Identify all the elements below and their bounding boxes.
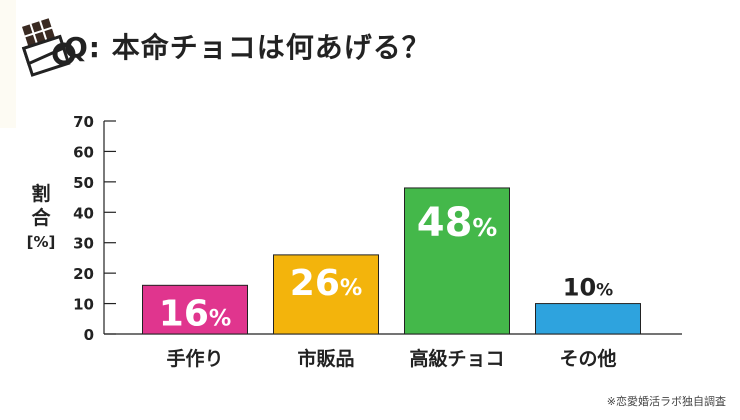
y-tick-label: 50: [73, 174, 94, 192]
bar-value-label: 26%: [290, 263, 362, 304]
x-category-label: 高級チョコ: [409, 347, 504, 370]
chart-title: Q: 本命チョコは何あげる？: [64, 31, 431, 64]
bar-value-label: 10%: [563, 274, 613, 302]
x-category-label: その他: [559, 347, 616, 370]
y-axis-label-char-2: 合: [31, 207, 51, 229]
y-tick-label: 10: [73, 296, 94, 314]
y-axis-unit: [%]: [26, 233, 56, 251]
bar: [404, 187, 510, 335]
y-axis-label-char-1: 割: [31, 183, 51, 205]
y-axis-label: 割 合 [%]: [24, 182, 58, 254]
y-tick-label: 60: [73, 143, 94, 161]
bar: [142, 284, 248, 335]
y-tick-label: 0: [84, 326, 94, 344]
x-category-label: 市販品: [297, 347, 354, 370]
bar: [273, 254, 379, 335]
chocolate-bar-icon: [19, 15, 76, 77]
y-tick-label: 70: [73, 113, 94, 131]
bar: [535, 303, 641, 335]
source-note: ※恋愛婚活ラボ独自調査: [606, 395, 726, 408]
bar-value-label: 16%: [159, 293, 231, 334]
y-tick-label: 40: [73, 204, 94, 222]
bar-value-label: 48%: [417, 200, 498, 246]
x-category-label: 手作り: [166, 347, 223, 370]
corner-decoration: [0, 0, 16, 128]
y-tick-label: 20: [73, 265, 94, 283]
y-tick-label: 30: [73, 235, 94, 253]
